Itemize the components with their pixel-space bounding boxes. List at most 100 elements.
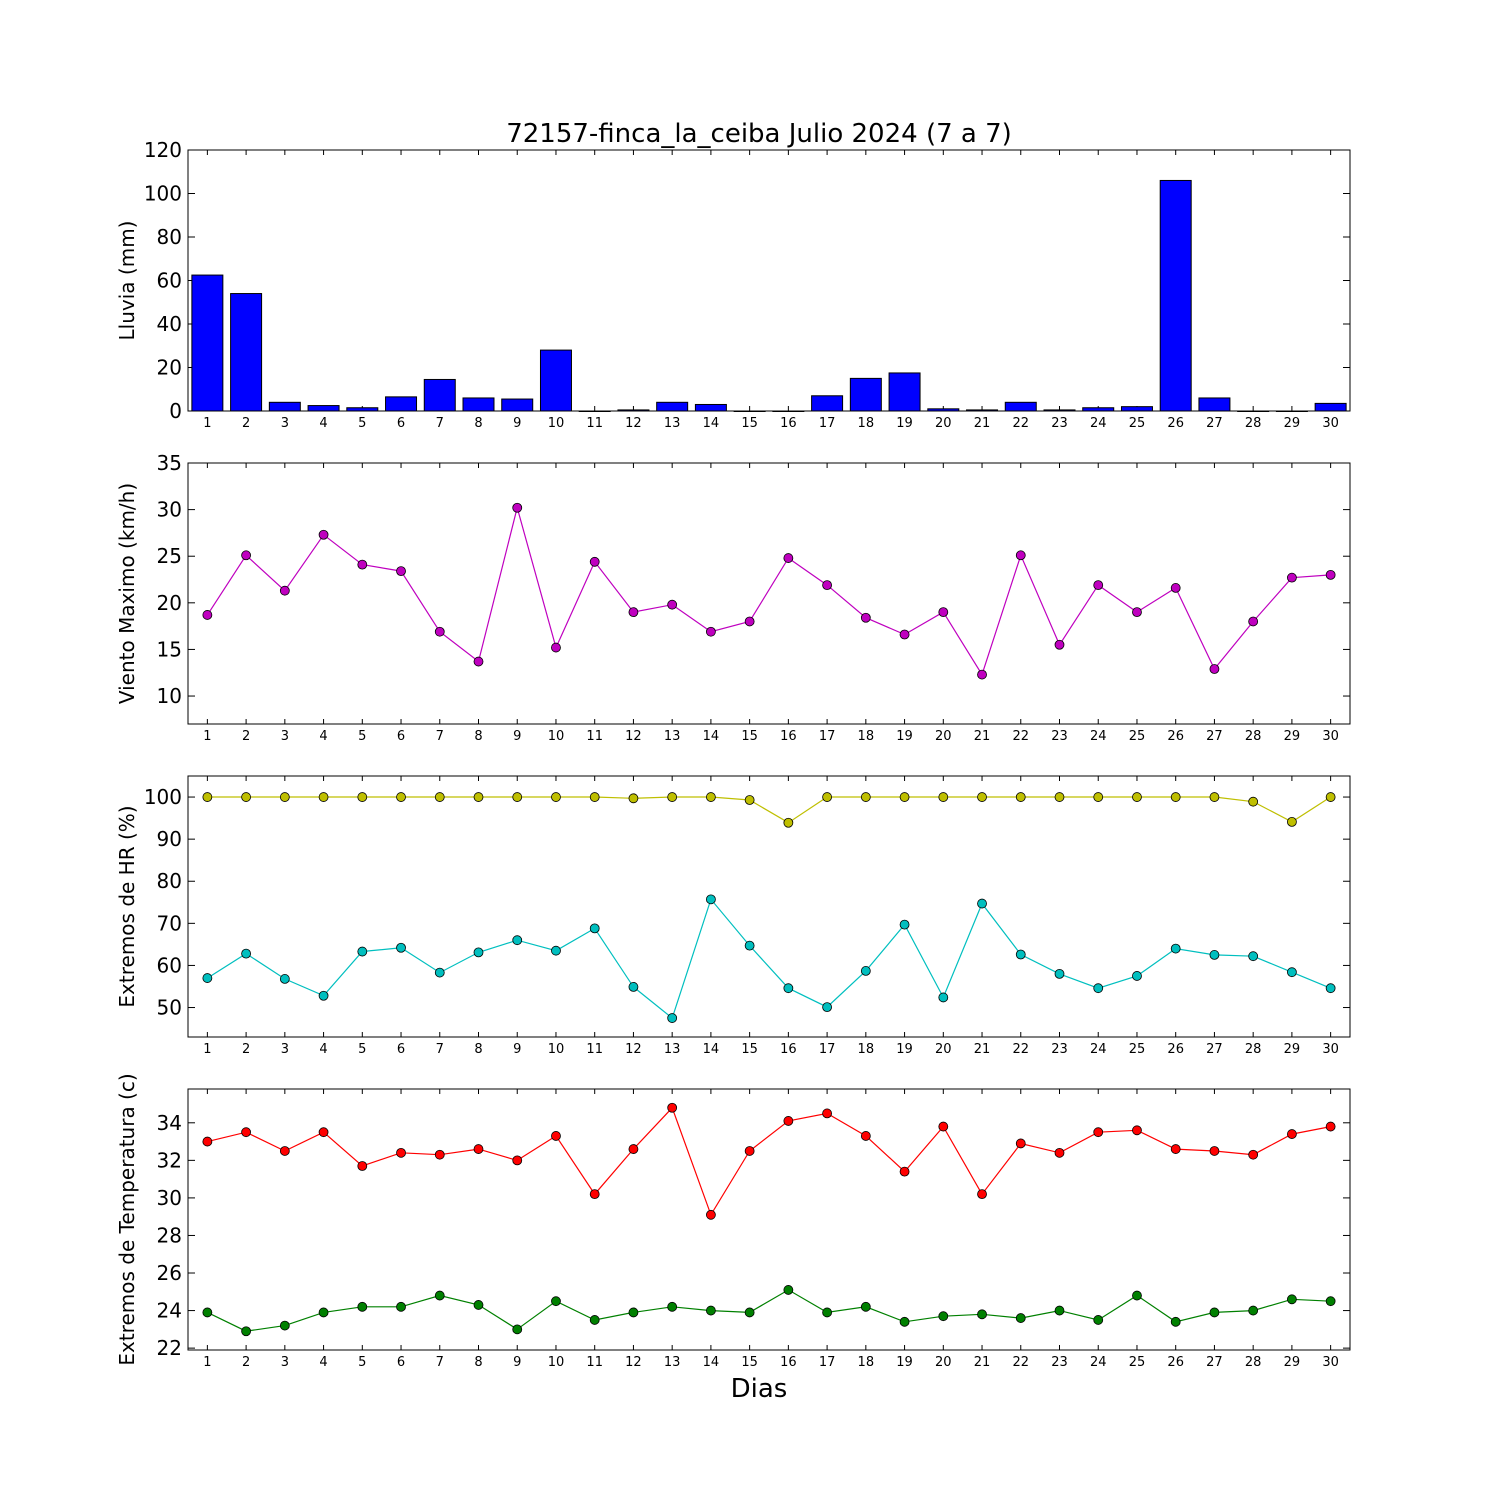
x-tick-label: 1 [203,416,211,431]
data-point [473,947,484,958]
data-point [744,1146,755,1156]
data-point [1170,943,1181,954]
y-tick-label: 0 [169,399,182,423]
y-tick-label: 15 [157,637,182,661]
data-point [551,792,561,802]
data-point [1209,792,1220,802]
data-point [1287,1129,1297,1139]
rain-bar [849,377,882,412]
data-point [783,553,794,563]
x-tick-label: 13 [664,729,681,744]
rain-bar [1198,397,1231,412]
data-point [1209,1146,1220,1156]
x-tick-label: 3 [281,1355,289,1370]
y-tick-label: 34 [157,1111,182,1135]
data-point [551,1296,561,1307]
data-point [1015,949,1026,960]
rain-bar [539,349,572,412]
data-point [1015,792,1026,802]
x-tick-label: 10 [548,416,565,431]
x-tick-label: 26 [1167,416,1184,431]
x-tick-label: 29 [1284,729,1301,744]
data-point [202,610,213,620]
x-tick-label: 7 [436,1042,444,1057]
data-point [318,990,329,1001]
rain-bar [888,372,921,412]
x-tick-label: 19 [896,729,913,744]
data-point [589,792,600,802]
axes-frame [187,1088,1351,1351]
x-tick-label: 4 [319,1042,327,1057]
x-tick-label: 1 [203,729,211,744]
data-point [202,792,213,802]
x-tick-label: 13 [664,1355,681,1370]
data-point [396,1301,406,1312]
data-point [1209,664,1220,674]
x-tick-label: 14 [703,729,720,744]
x-tick-label: 4 [319,729,327,744]
data-point [512,502,523,513]
x-tick-label: 2 [242,729,250,744]
data-point [551,945,561,956]
data-point [977,1189,987,1200]
data-point [1132,607,1142,618]
data-point [1325,1121,1336,1132]
data-point [977,1309,987,1320]
x-tick-label: 23 [1051,1042,1068,1057]
x-tick-label: 18 [858,416,875,431]
y-tick-label: 10 [157,684,182,708]
data-point [1054,968,1065,979]
x-tick-label: 5 [358,729,366,744]
data-point [667,1301,678,1312]
x-tick-label: 5 [358,1042,366,1057]
data-point [744,795,755,805]
data-point [202,1307,213,1318]
data-point [706,894,716,905]
data-point [667,1013,678,1023]
x-tick-label: 18 [858,729,875,744]
rain-bar [578,410,611,412]
x-tick-label: 16 [780,729,797,744]
data-point [1170,583,1181,593]
data-point [1132,1290,1142,1301]
data-point [899,1166,910,1177]
x-tick-label: 8 [474,1042,482,1057]
rain-bar [501,398,534,412]
x-tick-label: 27 [1206,416,1223,431]
x-tick-label: 9 [513,1355,521,1370]
x-tick-label: 3 [281,729,289,744]
data-point [357,559,368,570]
x-tick-label: 7 [436,729,444,744]
x-tick-label: 12 [625,416,642,431]
x-tick-label: 10 [548,1355,565,1370]
x-tick-label: 25 [1129,729,1146,744]
data-point [938,992,949,1003]
data-point [628,1307,639,1318]
x-tick-label: 30 [1322,1042,1339,1057]
x-tick-label: 22 [1012,416,1029,431]
data-point [1054,1147,1065,1158]
x-tick-label: 6 [397,1355,405,1370]
data-point [318,1307,329,1318]
data-point [241,1326,252,1337]
data-point [822,580,832,591]
x-tick-label: 6 [397,729,405,744]
rain-bar [385,396,418,412]
x-tick-label: 20 [935,729,952,744]
x-tick-label: 23 [1051,1355,1068,1370]
rain-bar [1082,407,1115,412]
data-point [434,1149,445,1160]
data-point [473,792,484,802]
data-point [1248,951,1259,962]
rain-bar [230,293,263,412]
y-tick-label: 60 [157,953,182,977]
y-tick-label: 80 [157,225,182,249]
x-tick-label: 17 [819,1355,836,1370]
y-tick-label: 30 [157,498,182,522]
x-tick-label: 29 [1284,1042,1301,1057]
data-point [783,1285,794,1295]
x-tick-label: 27 [1206,1042,1223,1057]
data-point [860,1301,871,1312]
x-tick-label: 21 [974,416,991,431]
